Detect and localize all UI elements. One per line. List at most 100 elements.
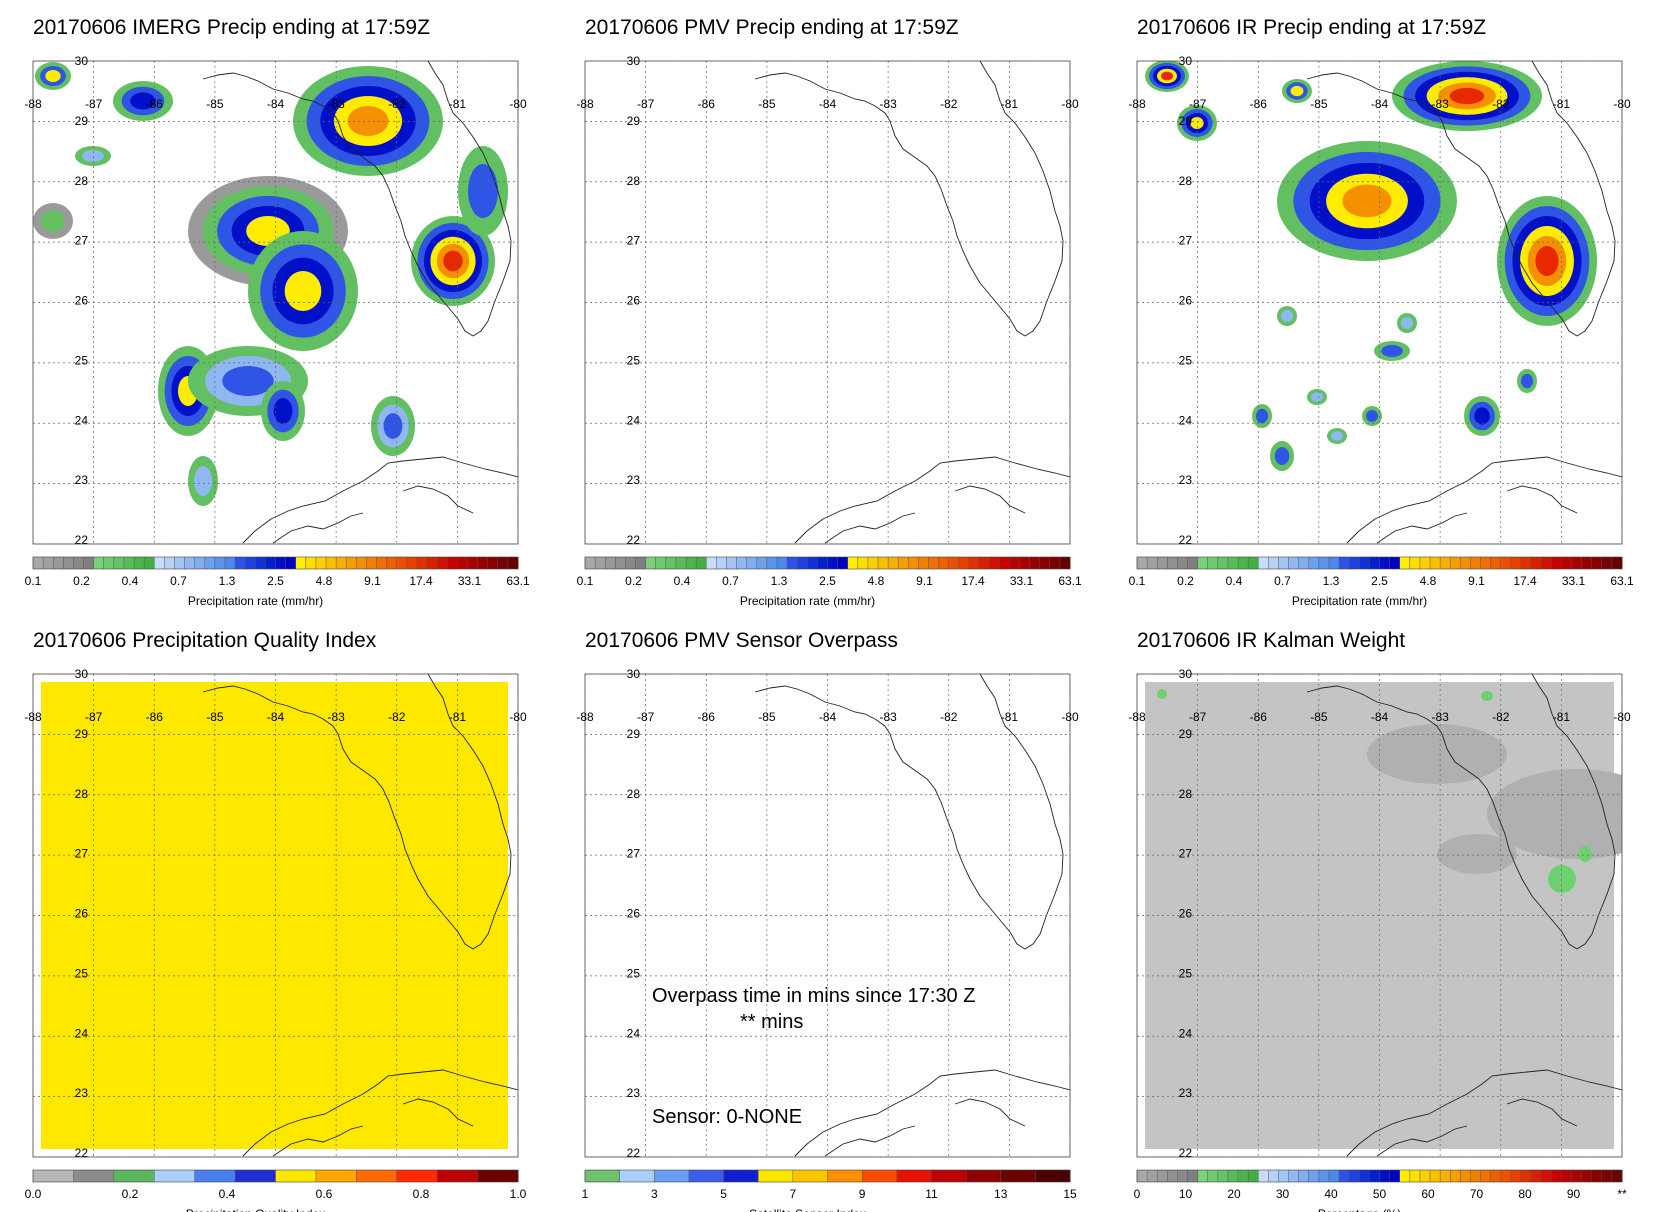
colorbar-swatch (1369, 557, 1380, 569)
colorbar-frame (1136, 556, 1623, 570)
colorbar-swatch (1470, 1170, 1482, 1182)
colorbar-tick-label: 9.1 (1468, 574, 1485, 588)
colorbar-swatch (619, 1170, 655, 1182)
colorbar-tick-label: 9 (859, 1187, 866, 1201)
colorbar-swatch (888, 557, 899, 569)
lon-tick-label: -80 (1613, 710, 1631, 724)
colorbar-tick-label: 0.2 (625, 574, 642, 588)
colorbar-swatch (1059, 557, 1071, 569)
colorbar-swatch (1611, 1170, 1623, 1182)
colorbar-swatch (1349, 1170, 1360, 1182)
colorbar-title: Precipitation Quality Index (186, 1207, 325, 1212)
colorbar-swatch (595, 557, 606, 569)
colorbar-swatch (346, 557, 357, 569)
coastline (824, 512, 916, 544)
colorbar-tick-label: 0.2 (122, 1187, 139, 1201)
lat-tick-label: 29 (75, 727, 89, 741)
colorbar-swatch (1000, 1170, 1036, 1182)
colorbar-swatch (194, 1170, 236, 1182)
colorbar-swatch (1278, 1170, 1290, 1182)
lon-tick-label: -88 (1128, 710, 1146, 724)
colorbar-swatch (1308, 557, 1320, 569)
colorbar-swatch (585, 557, 596, 569)
lon-tick-label: -81 (1001, 710, 1019, 724)
colorbar-swatch (1551, 1170, 1562, 1182)
colorbar-tick-label: 17.4 (1513, 574, 1537, 588)
precip-blob (443, 250, 463, 272)
colorbar-swatch (837, 557, 849, 569)
precip-blob (1401, 317, 1413, 329)
lon-tick-label: -86 (1250, 710, 1268, 724)
colorbar-swatch (989, 557, 1000, 569)
coastline (202, 61, 512, 337)
precip-blob (130, 92, 156, 110)
colorbar-swatch (113, 557, 125, 569)
precip-blob (1535, 246, 1559, 276)
lat-tick-label: 25 (1179, 353, 1193, 367)
lat-tick-label: 22 (627, 1146, 641, 1160)
colorbar-swatch (726, 557, 738, 569)
colorbar-swatch (1399, 1170, 1411, 1182)
lon-tick-label: -87 (85, 710, 103, 724)
colorbar-tick-label: 1.3 (1323, 574, 1340, 588)
coastline (242, 1069, 518, 1157)
lat-tick-label: 22 (627, 533, 641, 547)
colorbar-tick-label: 50 (1373, 1187, 1387, 1201)
colorbar-tick-label: 9.1 (916, 574, 933, 588)
map-panel-pmv: -88 -87 -86 -85 -84 -83 -82 -81 -80 30 29 28 27 26 25 2… (576, 54, 1082, 608)
colorbar-swatch (654, 1170, 690, 1182)
lat-tick-label: 26 (75, 907, 89, 921)
lat-tick-label: 30 (627, 667, 641, 681)
colorbar-tick-label: 0.1 (577, 574, 594, 588)
colorbar-swatch (1039, 557, 1051, 569)
colorbar-swatch (1238, 1170, 1249, 1182)
colorbar-swatch (1359, 1170, 1370, 1182)
colorbar-tick-label: 4.8 (868, 574, 885, 588)
colorbar-swatch (756, 557, 768, 569)
lat-tick-label: 29 (1179, 727, 1193, 741)
colorbar-swatch (1561, 1170, 1572, 1182)
colorbar-swatch (931, 1170, 967, 1182)
colorbar-swatch (827, 557, 839, 569)
colorbar-tick-label: 0.7 (722, 574, 739, 588)
colorbar-swatch (1298, 557, 1310, 569)
lat-tick-label: 23 (627, 1086, 641, 1100)
colorbar-swatch (1157, 557, 1168, 569)
colorbar-title: Precipitation rate (mm/hr) (1292, 594, 1427, 608)
overpass-mins-text: ** mins (740, 1011, 803, 1033)
colorbar-swatch (1440, 557, 1451, 569)
lat-tick-label: 29 (1179, 114, 1193, 128)
colorbar-title: Precipitation rate (mm/hr) (740, 594, 875, 608)
colorbar-swatch (862, 1170, 898, 1182)
colorbar-swatch (1440, 1170, 1451, 1182)
colorbar-swatch (928, 557, 940, 569)
kalman-blob (1437, 834, 1517, 874)
lat-tick-label: 28 (627, 787, 641, 801)
colorbar-swatch (275, 557, 287, 569)
colorbar-tick-label: 0.0 (25, 1187, 42, 1201)
colorbar-swatch (406, 557, 418, 569)
colorbar-frame (584, 556, 1071, 570)
colorbar-swatch (766, 557, 778, 569)
colorbar-swatch (315, 1170, 357, 1182)
colorbar-swatch (847, 557, 859, 569)
colorbar-swatch (1389, 1170, 1401, 1182)
colorbar-swatch (1217, 1170, 1229, 1182)
colorbar-swatch (224, 557, 236, 569)
lat-tick-label: 29 (75, 114, 89, 128)
lat-tick-label: 22 (75, 1146, 89, 1160)
colorbar-tick-label: 0.4 (219, 1187, 236, 1201)
colorbar-swatch (1581, 1170, 1593, 1182)
lon-tick-label: -87 (1189, 97, 1207, 111)
precip-blob (1449, 87, 1485, 105)
colorbar-swatch (1520, 557, 1532, 569)
lat-tick-label: 27 (627, 234, 641, 248)
colorbar-swatch (235, 557, 246, 569)
colorbar-tick-label: 13 (994, 1187, 1008, 1201)
kalman-green-blob (1578, 846, 1592, 862)
colorbar-swatch (275, 1170, 317, 1182)
colorbar-tick-label: 40 (1324, 1187, 1338, 1201)
colorbar-title: Precipitation rate (mm/hr) (188, 594, 323, 608)
precip-blob (194, 466, 212, 496)
lon-tick-label: -83 (879, 97, 897, 111)
